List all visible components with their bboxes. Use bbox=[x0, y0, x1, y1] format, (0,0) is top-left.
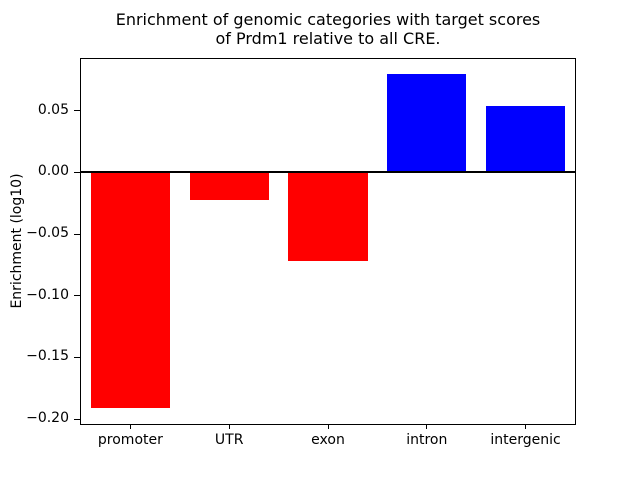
x-tick-label-intergenic: intergenic bbox=[490, 432, 561, 448]
bar-intergenic bbox=[486, 105, 566, 173]
y-tick-label-3: −0.10 bbox=[26, 286, 69, 303]
y-tick-mark-4 bbox=[74, 356, 80, 358]
y-tick-mark-3 bbox=[74, 295, 80, 297]
y-tick-mark-5 bbox=[74, 418, 80, 420]
x-tick-mark-promoter bbox=[129, 424, 131, 429]
y-tick-label-0: 0.05 bbox=[37, 101, 69, 118]
bar-exon bbox=[288, 172, 368, 262]
x-tick-mark-intron bbox=[426, 424, 428, 429]
zero-line bbox=[81, 171, 575, 174]
y-tick-mark-2 bbox=[74, 233, 80, 235]
bar-UTR bbox=[189, 172, 269, 200]
y-tick-mark-0 bbox=[74, 110, 80, 112]
y-tick-label-5: −0.20 bbox=[26, 410, 69, 427]
x-tick-label-UTR: UTR bbox=[214, 432, 244, 448]
x-tick-label-exon: exon bbox=[311, 432, 345, 448]
x-tick-mark-UTR bbox=[228, 424, 230, 429]
x-tick-mark-exon bbox=[327, 424, 329, 429]
x-tick-label-promoter: promoter bbox=[97, 432, 163, 448]
y-tick-label-2: −0.05 bbox=[26, 225, 69, 242]
bar-intron bbox=[387, 73, 467, 173]
x-tick-label-intron: intron bbox=[406, 432, 448, 448]
y-tick-label-4: −0.15 bbox=[26, 348, 69, 365]
chart-title: Enrichment of genomic categories with ta… bbox=[115, 10, 541, 49]
plot-area: promoter UTR exon intron intergenic 0.05 0.00 −… bbox=[26, 58, 576, 448]
x-tick-mark-intergenic bbox=[525, 424, 527, 429]
bar-promoter bbox=[90, 172, 170, 408]
y-tick-label-1: 0.00 bbox=[37, 163, 69, 180]
y-tick-mark-1 bbox=[74, 171, 80, 173]
